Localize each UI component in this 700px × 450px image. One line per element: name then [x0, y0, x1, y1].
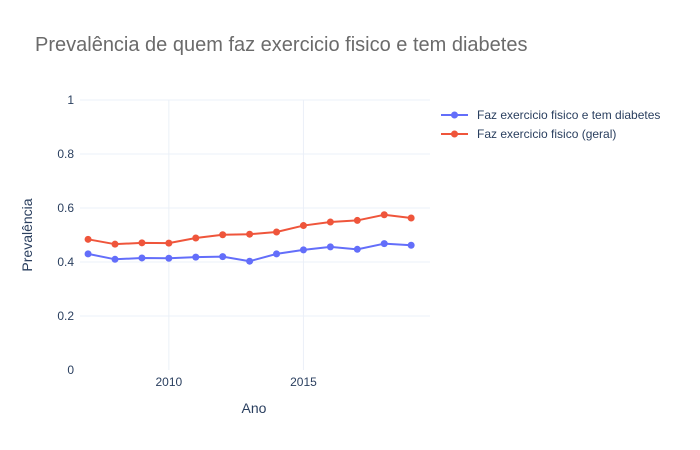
grid — [80, 99, 430, 370]
data-point[interactable] — [138, 239, 146, 247]
data-point[interactable] — [246, 257, 254, 265]
data-point[interactable] — [192, 234, 200, 242]
data-point[interactable] — [407, 214, 415, 222]
x-tick-label: 2015 — [290, 375, 317, 389]
data-point[interactable] — [192, 253, 200, 261]
legend-marker-swatch — [451, 130, 458, 138]
legend-item-2[interactable]: Faz exercicio fisico (geral) — [441, 127, 616, 141]
data-point[interactable] — [380, 211, 388, 219]
data-point[interactable] — [165, 239, 173, 247]
data-point[interactable] — [299, 246, 307, 254]
data-point[interactable] — [138, 254, 146, 262]
y-tick-label: 1 — [67, 93, 74, 107]
x-tick-label: 2010 — [155, 375, 182, 389]
legend[interactable]: Faz exercicio fisico e tem diabetes Faz e… — [441, 108, 660, 141]
y-axis-ticks: 0 0.2 0.4 0.6 0.8 1 — [57, 93, 74, 377]
y-tick-label: 0.2 — [57, 309, 74, 323]
y-tick-label: 0.8 — [57, 147, 74, 161]
x-axis-title: Ano — [242, 400, 267, 416]
y-axis-title: Prevalência — [19, 198, 35, 271]
legend-item-1[interactable]: Faz exercicio fisico e tem diabetes — [441, 108, 660, 122]
y-tick-label: 0.4 — [57, 255, 74, 269]
series-line — [87, 213, 412, 246]
data-point[interactable] — [407, 241, 415, 249]
x-axis-ticks: 2010 2015 — [155, 375, 317, 389]
data-point[interactable] — [299, 222, 307, 230]
series-2 — [84, 211, 415, 248]
y-tick-label: 0.6 — [57, 201, 74, 215]
data-point[interactable] — [273, 250, 281, 258]
legend-marker-swatch — [451, 111, 458, 119]
data-point[interactable] — [84, 250, 92, 258]
legend-label: Faz exercicio fisico e tem diabetes — [477, 108, 660, 122]
legend-label: Faz exercicio fisico (geral) — [477, 127, 616, 141]
series-layer — [84, 211, 415, 265]
series-1 — [84, 240, 415, 265]
data-point[interactable] — [380, 240, 388, 248]
data-point[interactable] — [246, 230, 254, 238]
data-point[interactable] — [219, 231, 227, 239]
data-point[interactable] — [326, 243, 334, 251]
data-point[interactable] — [353, 216, 361, 224]
data-point[interactable] — [111, 240, 119, 248]
data-point[interactable] — [353, 245, 361, 253]
data-point[interactable] — [111, 255, 119, 263]
data-point[interactable] — [165, 254, 173, 262]
data-point[interactable] — [84, 235, 92, 243]
y-tick-label: 0 — [67, 363, 74, 377]
chart-title: Prevalência de quem faz exercicio fisico… — [35, 34, 527, 56]
data-point[interactable] — [219, 253, 227, 261]
data-point[interactable] — [326, 218, 334, 226]
data-point[interactable] — [273, 228, 281, 236]
